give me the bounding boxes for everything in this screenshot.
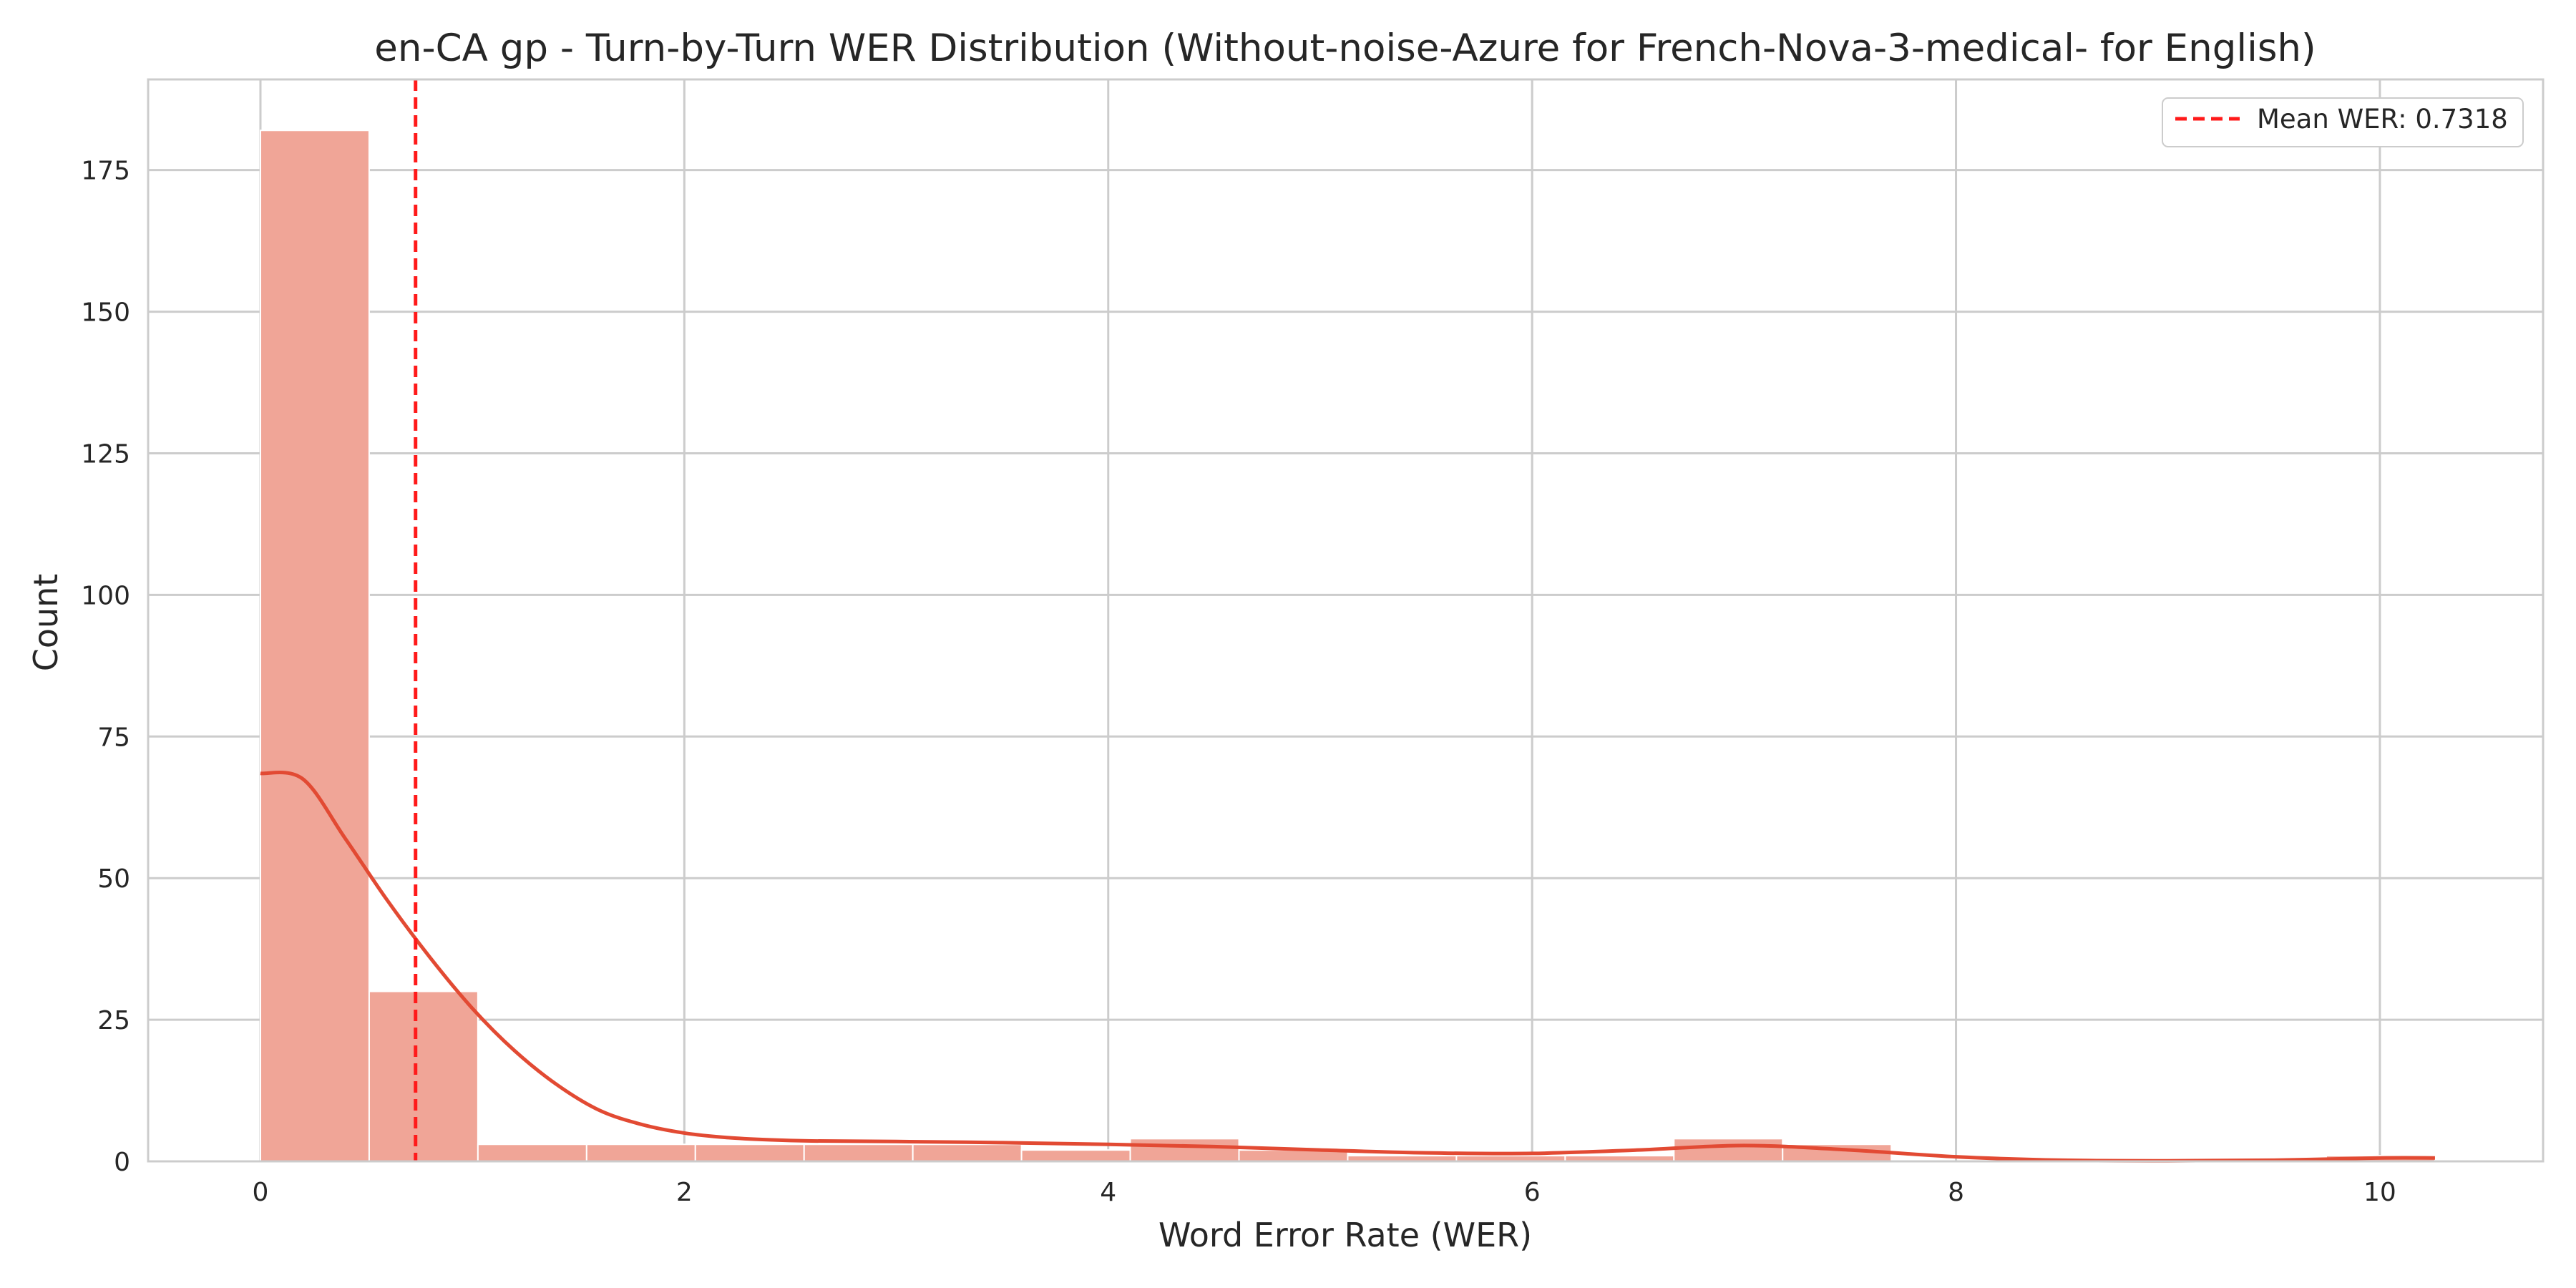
y-tick-label: 25 [97, 1006, 130, 1035]
histogram-bar [1673, 1138, 1784, 1163]
histogram-bar [694, 1143, 805, 1163]
histogram-bar [803, 1143, 914, 1163]
kde-curve [260, 771, 2435, 1163]
x-axis-label: Word Error Rate (WER) [1158, 1216, 1532, 1254]
x-tick-label: 4 [1100, 1178, 1116, 1207]
histogram-bar [1020, 1149, 1131, 1162]
y-tick-label: 175 [81, 157, 130, 186]
histogram-bar [912, 1143, 1023, 1163]
axes-frame [147, 78, 2545, 1163]
x-tick-label: 10 [2363, 1178, 2396, 1207]
y-tick-label: 100 [81, 581, 130, 610]
x-tick-label: 8 [1948, 1178, 1964, 1207]
y-axis-label: Count [26, 574, 65, 672]
histogram-bar [1129, 1138, 1240, 1163]
y-tick-label: 75 [97, 723, 130, 752]
histogram-bar [259, 130, 370, 1162]
y-tick-label: 50 [97, 864, 130, 894]
x-tick-label: 6 [1524, 1178, 1541, 1207]
histogram-bar [368, 990, 479, 1162]
y-tick-label: 150 [81, 298, 130, 328]
legend-mean-label: Mean WER: 0.7318 [2257, 104, 2508, 135]
legend-box [2162, 97, 2524, 147]
histogram-bar [477, 1143, 587, 1163]
histogram-bar [585, 1143, 696, 1163]
y-tick-label: 125 [81, 439, 130, 469]
y-tick-label: 0 [114, 1148, 130, 1177]
x-tick-label: 2 [676, 1178, 693, 1207]
legend: Mean WER: 0.7318 [2162, 97, 2524, 147]
x-tick-label: 0 [253, 1178, 269, 1207]
chart-title: en-CA gp - Turn-by-Turn WER Distribution… [374, 26, 2316, 70]
